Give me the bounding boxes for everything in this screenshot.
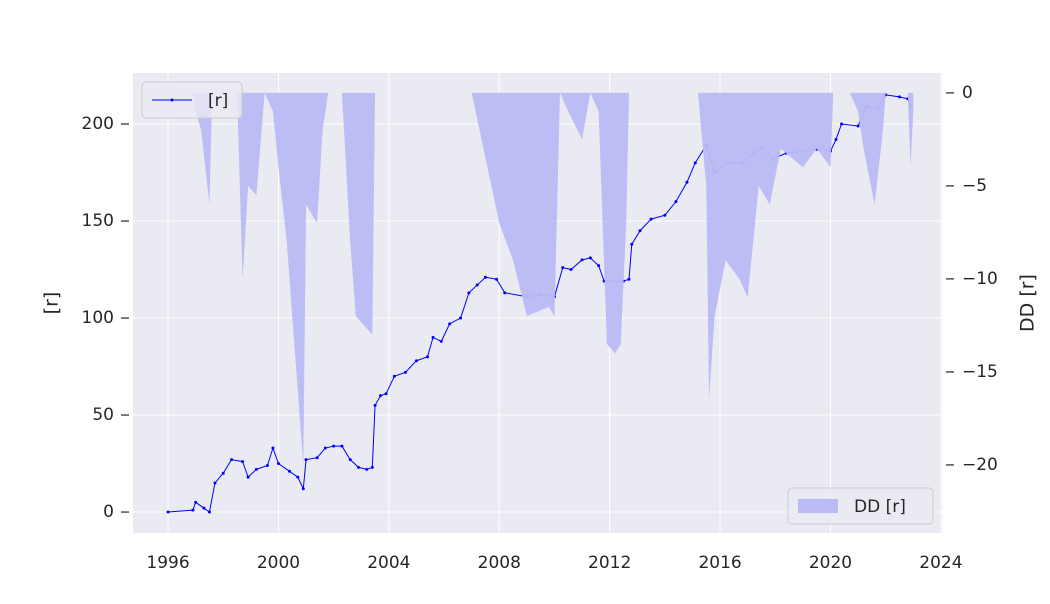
point [373,403,377,407]
point [296,475,300,479]
point [475,283,479,287]
point [271,446,275,450]
x-tick-label: 2020 [809,553,852,573]
point [207,510,211,514]
legend: [r] [141,81,243,119]
point [685,180,689,184]
drawdown-area [192,92,914,465]
point [166,510,170,514]
x-tick-label: 1996 [146,553,189,573]
point [439,339,443,343]
point [663,213,667,217]
point [246,475,250,479]
y-tick-label: 200 [82,114,114,134]
y2-tick-label: 0 [962,83,973,103]
y2-tick-label: −15 [962,362,998,382]
point [426,355,430,359]
point [448,322,452,326]
point [370,465,374,469]
point [467,291,471,295]
x-tick-label: 2024 [919,553,962,573]
point [840,122,844,126]
x-tick-label: 2000 [257,553,300,573]
point [288,469,292,473]
point [301,487,305,491]
point [649,217,653,221]
point [856,124,860,128]
point [340,444,344,448]
legend-label: [r] [208,91,228,111]
y2-tick-label: −5 [962,176,987,196]
point [221,471,225,475]
point [241,460,245,464]
point [357,465,361,469]
legend-marker [170,98,174,102]
point [495,277,499,281]
point [304,458,308,462]
point [897,95,901,99]
point [674,200,678,204]
x-tick-label: 2008 [478,553,521,573]
point [365,467,369,471]
point [202,506,206,510]
point [561,266,565,270]
point [834,138,838,142]
point [597,264,601,268]
y2-tick-label: −20 [962,455,998,475]
y-axis-label: [r] [41,292,63,315]
point [265,463,269,467]
point [332,444,336,448]
x-tick-label: 2012 [588,553,631,573]
x-tick-label: 2016 [698,553,741,573]
point [276,462,280,466]
point [638,229,642,233]
point [588,256,592,260]
point [323,446,327,450]
point [459,316,463,320]
point [315,456,319,460]
point [580,258,584,262]
legend: DD [r] [787,487,934,525]
y2-axis-label: DD [r] [1017,274,1039,332]
point [348,458,352,462]
point [194,500,198,504]
y-tick-label: 150 [82,211,114,231]
point [503,291,507,295]
point [191,508,195,512]
legend-swatch [798,499,838,513]
point [213,481,217,485]
x-tick-label: 2004 [367,553,410,573]
point [483,275,487,279]
y2-tick-label: −10 [962,269,998,289]
point [627,277,631,281]
point [379,394,383,398]
point [431,335,435,339]
y-tick-label: 0 [103,502,114,522]
point [230,458,234,462]
point [254,467,258,471]
point [693,161,697,165]
point [392,374,396,378]
point [384,392,388,396]
legend-label: DD [r] [854,497,906,517]
point [630,242,634,246]
point [414,359,418,363]
point [403,370,407,374]
y-tick-label: 100 [82,308,114,328]
y-tick-label: 50 [92,405,114,425]
legend-box [787,487,934,525]
point [569,268,573,272]
